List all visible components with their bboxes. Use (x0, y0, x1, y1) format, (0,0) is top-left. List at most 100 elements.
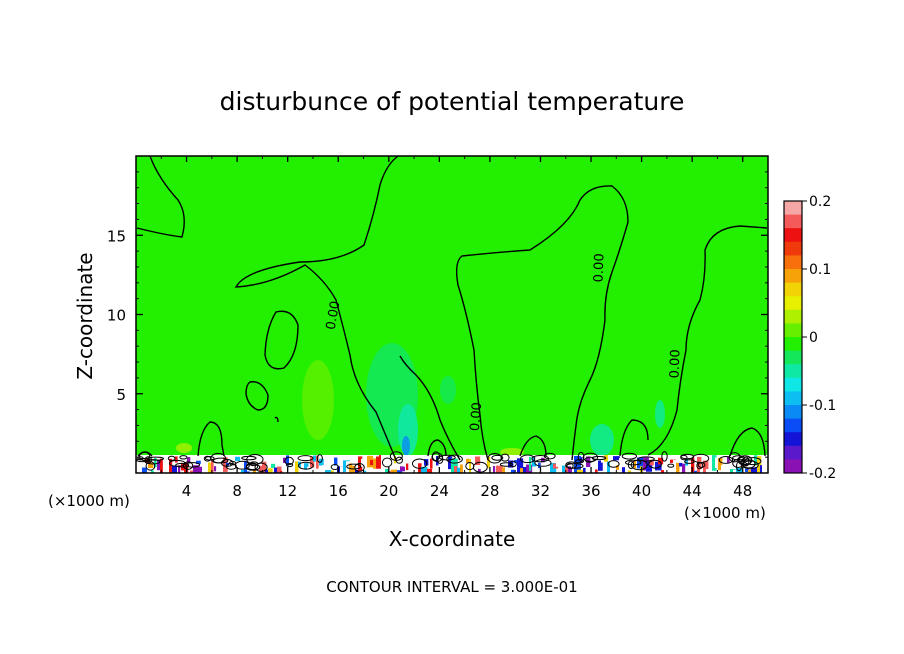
surface-cell (196, 460, 201, 465)
surface-cell (568, 466, 572, 473)
surface-contour (245, 463, 261, 471)
colorbar-segment (784, 391, 802, 406)
colorbar-tick-label: 0.2 (809, 194, 831, 210)
surface-cell (295, 461, 299, 473)
x-axis-label: X-coordinate (389, 527, 516, 551)
surface-cell (523, 467, 528, 473)
surface-contour (680, 454, 688, 461)
surface-cell (502, 467, 507, 473)
surface-contour (137, 456, 144, 461)
surface-cell (595, 469, 598, 473)
surface-cell (529, 456, 532, 471)
contour-line (729, 427, 766, 457)
y-axis-label: Z-coordinate (73, 252, 97, 379)
surface-cell (616, 465, 621, 470)
surface-cell (268, 468, 273, 473)
surface-cell (649, 459, 654, 466)
colorbar: 0.2 0.1 0 -0.1 -0.2 (783, 194, 836, 482)
surface-contour (509, 460, 517, 468)
surface-cell (748, 469, 753, 473)
surface-cell (727, 456, 730, 464)
surface-contour (735, 461, 742, 472)
surface-cell (172, 465, 178, 473)
surface-cell (166, 469, 170, 473)
surface-contour (661, 451, 668, 462)
surface-cell (688, 458, 694, 464)
surface-cell (142, 467, 147, 473)
surface-cell (136, 458, 141, 470)
surface-cell (445, 467, 450, 473)
surface-cell (493, 466, 496, 473)
surface-contour (145, 461, 156, 471)
surface-cell (694, 470, 699, 473)
surface-cell (202, 460, 206, 473)
surface-cell (622, 467, 627, 473)
y-tick-label: 5 (116, 386, 126, 404)
contour-line (274, 416, 279, 423)
x-tick-label: 28 (480, 482, 499, 500)
surface-contour (566, 462, 574, 469)
surface-contour (648, 459, 662, 469)
x-tick-label: 12 (278, 482, 297, 500)
contour-line (455, 185, 629, 461)
surface-cell (169, 458, 173, 473)
surface-cell (301, 457, 308, 469)
surface-cell (715, 457, 720, 468)
surface-cell (376, 456, 381, 469)
x-tick-label: 8 (232, 482, 242, 500)
x-unit-label-left: (×1000 m) (48, 492, 130, 510)
surface-cell (313, 455, 318, 462)
surface-contour (179, 455, 188, 460)
surface-cell (214, 466, 217, 472)
colorbar-tick-label: -0.2 (809, 466, 836, 482)
colorbar-segment (784, 201, 802, 216)
surface-cell (724, 464, 731, 473)
surface-cell (490, 462, 494, 473)
surface-cell (226, 462, 231, 467)
contour-interval-text: CONTOUR INTERVAL = 3.000E-01 (326, 578, 577, 596)
colorbar-segment (784, 364, 802, 379)
colorbar-segment (784, 282, 802, 297)
surface-cell (460, 464, 463, 473)
weak-negative-region (655, 400, 665, 428)
surface-cell (709, 460, 713, 469)
surface-cell (655, 461, 662, 471)
field-shading (176, 343, 665, 456)
surface-contour (297, 455, 314, 462)
surface-contour (534, 458, 552, 467)
surface-cell (637, 457, 644, 469)
surface-cell (421, 466, 428, 473)
surface-cell (631, 467, 637, 473)
surface-cell (271, 463, 276, 468)
surface-cell (691, 457, 695, 473)
surface-cell (658, 457, 664, 465)
surface-cell (646, 461, 653, 472)
colorbar-segment (784, 241, 802, 256)
surface-cell (733, 469, 738, 473)
surface-cell (334, 457, 338, 466)
surface-cell (409, 460, 414, 473)
surface-cell (508, 460, 514, 468)
surface-cell (379, 455, 382, 465)
surface-contour (446, 454, 463, 464)
surface-cell (139, 469, 144, 473)
surface-cell (400, 466, 405, 472)
surface-cell (562, 465, 568, 473)
surface-cell (745, 468, 749, 473)
colorbar-segment (784, 377, 802, 392)
surface-contour (411, 458, 428, 469)
surface-cell (352, 457, 358, 466)
surface-cell (451, 458, 458, 473)
colorbar-tick-label: 0 (809, 330, 818, 346)
surface-contour (574, 459, 585, 464)
surface-cell (643, 457, 649, 471)
surface-contour (354, 463, 365, 472)
weak-positive-region (176, 443, 192, 453)
surface-cell (250, 464, 253, 472)
surface-cell (730, 469, 736, 473)
surface-cell (310, 456, 315, 468)
x-tick-label: 48 (733, 482, 752, 500)
surface-cell (442, 462, 448, 471)
